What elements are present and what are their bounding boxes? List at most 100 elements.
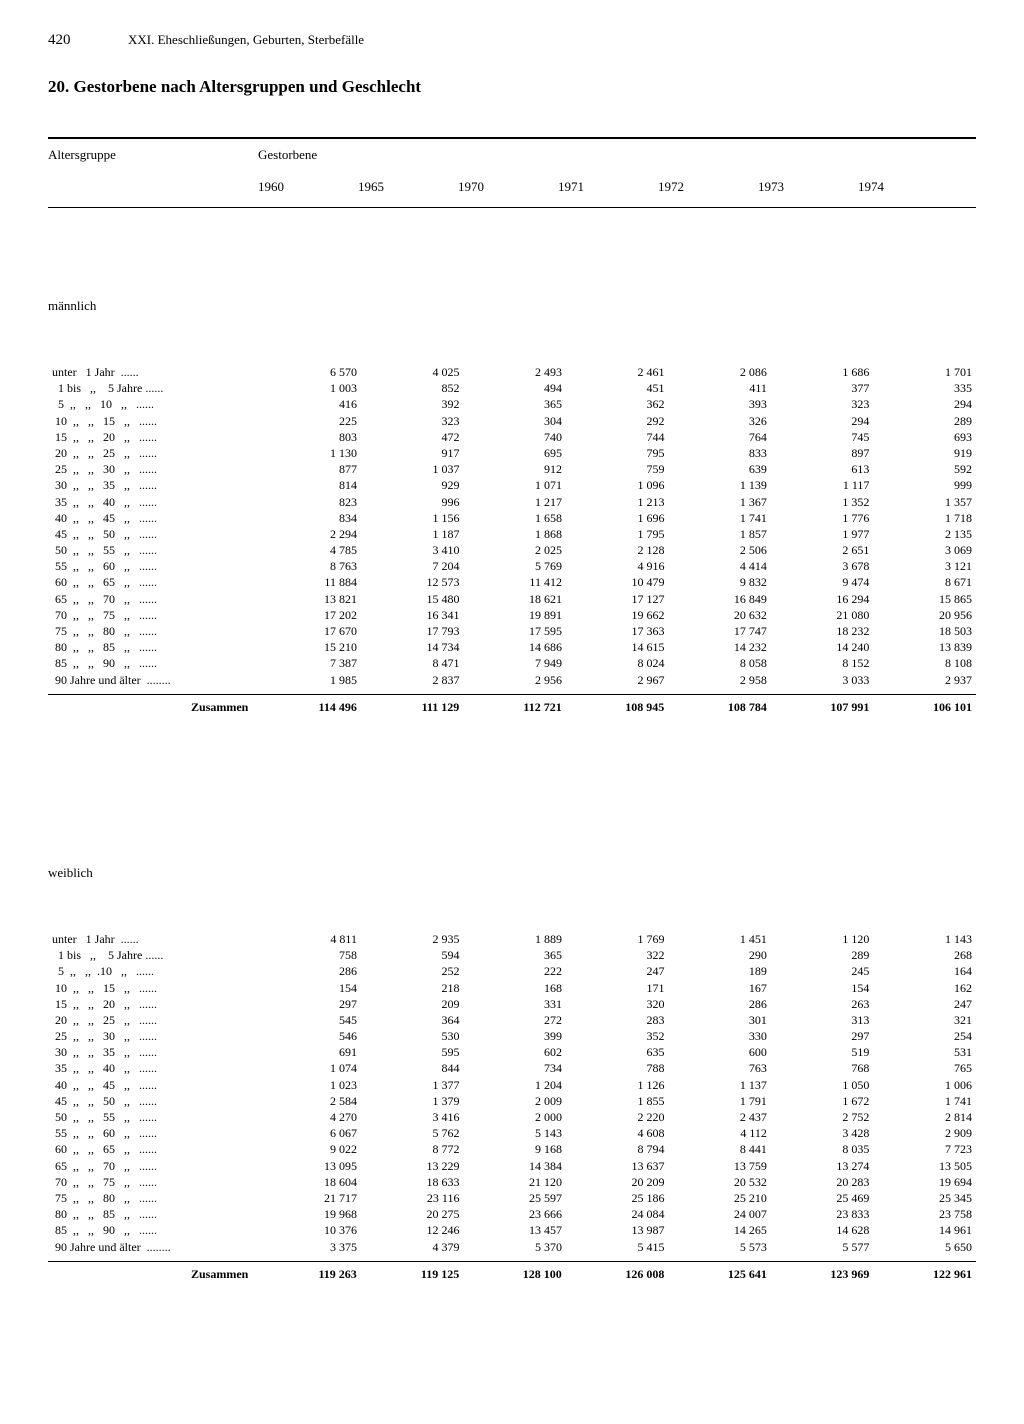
value-cell: 322 bbox=[566, 947, 668, 963]
table-row: 60 ,, ,, 65 ,, ......9 0228 7729 1688 79… bbox=[48, 1141, 976, 1157]
value-cell: 635 bbox=[566, 1044, 668, 1060]
value-cell: 1 379 bbox=[361, 1093, 463, 1109]
sum-value: 123 969 bbox=[771, 1266, 874, 1282]
value-cell: 13 759 bbox=[668, 1158, 770, 1174]
value-cell: 1 672 bbox=[771, 1093, 873, 1109]
value-cell: 912 bbox=[463, 461, 565, 477]
value-cell: 3 069 bbox=[873, 542, 976, 558]
value-cell: 1 769 bbox=[566, 931, 668, 947]
value-cell: 3 121 bbox=[873, 558, 976, 574]
value-cell: 6 067 bbox=[259, 1125, 361, 1141]
value-cell: 23 116 bbox=[361, 1190, 463, 1206]
sum-label: Zusammen bbox=[48, 699, 258, 715]
value-cell: 18 503 bbox=[873, 623, 976, 639]
year-header: 1972 bbox=[658, 179, 758, 195]
value-cell: 7 204 bbox=[361, 558, 463, 574]
age-label: 90 Jahre und älter ........ bbox=[48, 1239, 259, 1255]
value-cell: 758 bbox=[259, 947, 361, 963]
value-cell: 247 bbox=[873, 996, 976, 1012]
value-cell: 1 985 bbox=[259, 672, 361, 688]
sum-value: 114 496 bbox=[258, 699, 360, 715]
value-cell: 833 bbox=[668, 445, 770, 461]
table-row: 10 ,, ,, 15 ,, ......2253233042923262942… bbox=[48, 413, 976, 429]
value-cell: 768 bbox=[771, 1060, 873, 1076]
table-row: 15 ,, ,, 20 ,, ......2972093313202862632… bbox=[48, 996, 976, 1012]
value-cell: 13 229 bbox=[361, 1158, 463, 1174]
value-cell: 304 bbox=[463, 413, 565, 429]
age-label: 55 ,, ,, 60 ,, ...... bbox=[48, 558, 259, 574]
table-row: 5 ,, ,, .10 ,, ......2862522222471892451… bbox=[48, 963, 976, 979]
table-row: 70 ,, ,, 75 ,, ......18 60418 63321 1202… bbox=[48, 1174, 976, 1190]
table-row: 40 ,, ,, 45 ,, ......8341 1561 6581 6961… bbox=[48, 510, 976, 526]
age-label: 40 ,, ,, 45 ,, ...... bbox=[48, 1077, 259, 1093]
col-header-gestorbene: Gestorbene bbox=[258, 147, 317, 163]
value-cell: 5 577 bbox=[771, 1239, 873, 1255]
value-cell: 765 bbox=[873, 1060, 976, 1076]
table-row: 25 ,, ,, 30 ,, ......8771 03791275963961… bbox=[48, 461, 976, 477]
table-row: 90 Jahre und älter ........1 9852 8372 9… bbox=[48, 672, 976, 688]
value-cell: 1 855 bbox=[566, 1093, 668, 1109]
value-cell: 2 437 bbox=[668, 1109, 770, 1125]
age-label: 75 ,, ,, 80 ,, ...... bbox=[48, 1190, 259, 1206]
value-cell: 2 651 bbox=[771, 542, 873, 558]
age-label: 60 ,, ,, 65 ,, ...... bbox=[48, 1141, 259, 1157]
value-cell: 8 441 bbox=[668, 1141, 770, 1157]
age-label: 15 ,, ,, 20 ,, ...... bbox=[48, 429, 259, 445]
value-cell: 1 050 bbox=[771, 1077, 873, 1093]
value-cell: 154 bbox=[771, 980, 873, 996]
value-cell: 18 633 bbox=[361, 1174, 463, 1190]
table-row: 40 ,, ,, 45 ,, ......1 0231 3771 2041 12… bbox=[48, 1077, 976, 1093]
sum-value: 119 125 bbox=[361, 1266, 463, 1282]
sum-value: 111 129 bbox=[361, 699, 463, 715]
sum-value: 106 101 bbox=[873, 699, 976, 715]
value-cell: 1 696 bbox=[566, 510, 668, 526]
value-cell: 1 003 bbox=[259, 380, 361, 396]
col-spacer bbox=[48, 179, 258, 195]
value-cell: 8 108 bbox=[873, 655, 976, 671]
value-cell: 5 769 bbox=[463, 558, 565, 574]
value-cell: 10 479 bbox=[566, 574, 668, 590]
table-row: 30 ,, ,, 35 ,, ......6915956026356005195… bbox=[48, 1044, 976, 1060]
table-row: 10 ,, ,, 15 ,, ......1542181681711671541… bbox=[48, 980, 976, 996]
value-cell: 286 bbox=[259, 963, 361, 979]
value-cell: 9 168 bbox=[463, 1141, 565, 1157]
value-cell: 15 865 bbox=[873, 591, 976, 607]
table-row: 45 ,, ,, 50 ,, ......2 5841 3792 0091 85… bbox=[48, 1093, 976, 1109]
value-cell: 10 376 bbox=[259, 1222, 361, 1238]
value-cell: 3 428 bbox=[771, 1125, 873, 1141]
table-row: 85 ,, ,, 90 ,, ......7 3878 4717 9498 02… bbox=[48, 655, 976, 671]
value-cell: 1 658 bbox=[463, 510, 565, 526]
value-cell: 2 461 bbox=[566, 364, 668, 380]
value-cell: 2 837 bbox=[361, 672, 463, 688]
value-cell: 1 795 bbox=[566, 526, 668, 542]
table-row: unter 1 Jahr ......6 5704 0252 4932 4612… bbox=[48, 364, 976, 380]
value-cell: 803 bbox=[259, 429, 361, 445]
value-cell: 8 035 bbox=[771, 1141, 873, 1157]
value-cell: 14 961 bbox=[873, 1222, 976, 1238]
value-cell: 416 bbox=[259, 396, 361, 412]
age-label: 35 ,, ,, 40 ,, ...... bbox=[48, 494, 259, 510]
age-label: 15 ,, ,, 20 ,, ...... bbox=[48, 996, 259, 1012]
sum-value: 128 100 bbox=[463, 1266, 566, 1282]
value-cell: 2 220 bbox=[566, 1109, 668, 1125]
value-cell: 788 bbox=[566, 1060, 668, 1076]
value-cell: 1 377 bbox=[361, 1077, 463, 1093]
year-header: 1960 bbox=[258, 179, 358, 195]
value-cell: 154 bbox=[259, 980, 361, 996]
value-cell: 247 bbox=[566, 963, 668, 979]
value-cell: 2 128 bbox=[566, 542, 668, 558]
value-cell: 14 734 bbox=[361, 639, 463, 655]
value-cell: 451 bbox=[566, 380, 668, 396]
age-label: 5 ,, ,, .10 ,, ...... bbox=[48, 963, 259, 979]
age-label: 55 ,, ,, 60 ,, ...... bbox=[48, 1125, 259, 1141]
value-cell: 20 532 bbox=[668, 1174, 770, 1190]
value-cell: 16 341 bbox=[361, 607, 463, 623]
age-label: 30 ,, ,, 35 ,, ...... bbox=[48, 477, 259, 493]
value-cell: 1 213 bbox=[566, 494, 668, 510]
value-cell: 4 608 bbox=[566, 1125, 668, 1141]
value-cell: 23 666 bbox=[463, 1206, 565, 1222]
value-cell: 592 bbox=[873, 461, 976, 477]
age-label: 10 ,, ,, 15 ,, ...... bbox=[48, 980, 259, 996]
value-cell: 4 112 bbox=[668, 1125, 770, 1141]
value-cell: 24 084 bbox=[566, 1206, 668, 1222]
